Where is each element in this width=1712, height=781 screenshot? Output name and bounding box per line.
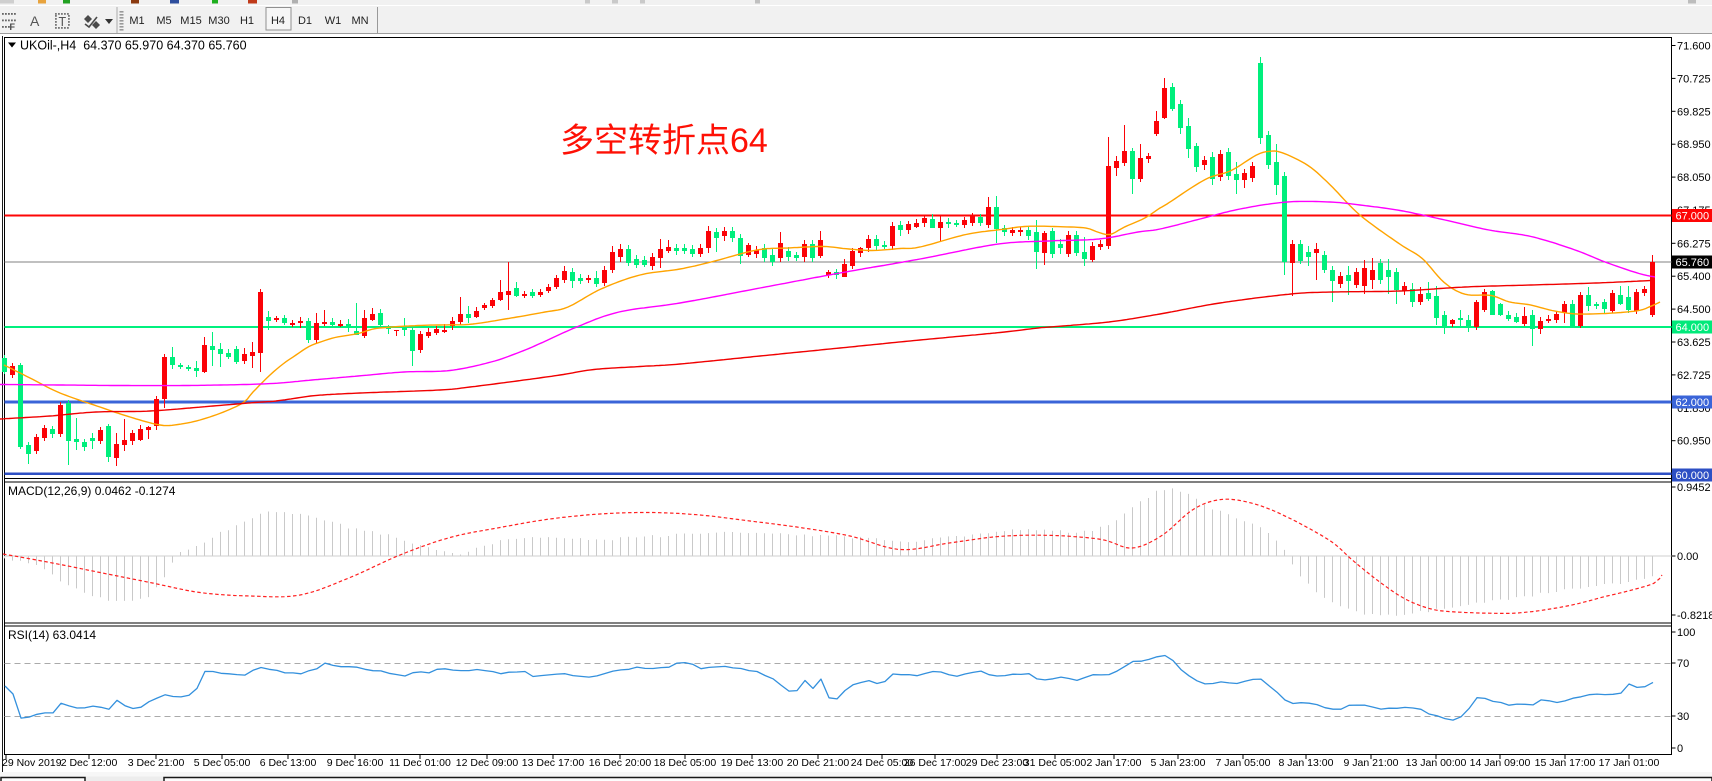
svg-text:26 Dec 17:00: 26 Dec 17:00 xyxy=(904,757,967,769)
svg-text:M5: M5 xyxy=(156,15,171,27)
svg-text:65.400: 65.400 xyxy=(1677,271,1711,283)
svg-text:3 Dec 21:00: 3 Dec 21:00 xyxy=(128,757,185,769)
svg-text:62.725: 62.725 xyxy=(1677,370,1711,382)
svg-text:29 Nov 2019: 29 Nov 2019 xyxy=(2,757,62,769)
svg-text:0.00: 0.00 xyxy=(1677,551,1698,563)
svg-text:MN: MN xyxy=(351,15,368,27)
svg-text:9 Dec 16:00: 9 Dec 16:00 xyxy=(327,757,384,769)
svg-text:64.500: 64.500 xyxy=(1677,304,1711,316)
svg-text:20 Dec 21:00: 20 Dec 21:00 xyxy=(787,757,850,769)
svg-text:15 Jan 17:00: 15 Jan 17:00 xyxy=(1535,757,1596,769)
svg-text:70: 70 xyxy=(1677,658,1689,670)
svg-text:M30: M30 xyxy=(208,15,229,27)
svg-text:17 Jan 01:00: 17 Jan 01:00 xyxy=(1599,757,1660,769)
svg-text:T: T xyxy=(59,15,67,29)
svg-text:M1: M1 xyxy=(129,15,144,27)
svg-text:2 Jan 17:00: 2 Jan 17:00 xyxy=(1087,757,1142,769)
svg-text:-0.8218: -0.8218 xyxy=(1677,610,1712,622)
svg-text:5 Jan 23:00: 5 Jan 23:00 xyxy=(1151,757,1206,769)
svg-text:31 Dec 05:00: 31 Dec 05:00 xyxy=(1024,757,1087,769)
svg-text:13 Dec 17:00: 13 Dec 17:00 xyxy=(522,757,585,769)
svg-text:66.275: 66.275 xyxy=(1677,238,1711,250)
svg-text:62.000: 62.000 xyxy=(1676,397,1710,409)
svg-text:5 Dec 05:00: 5 Dec 05:00 xyxy=(194,757,251,769)
svg-text:W1: W1 xyxy=(325,15,342,27)
svg-text:11 Dec 01:00: 11 Dec 01:00 xyxy=(389,757,451,769)
svg-text:64.000: 64.000 xyxy=(1676,322,1710,334)
svg-text:7 Jan 05:00: 7 Jan 05:00 xyxy=(1216,757,1271,769)
svg-text:12 Dec 09:00: 12 Dec 09:00 xyxy=(456,757,519,769)
svg-text:24 Dec 05:00: 24 Dec 05:00 xyxy=(851,757,914,769)
svg-text:68.950: 68.950 xyxy=(1677,139,1711,151)
svg-text:M15: M15 xyxy=(180,15,201,27)
svg-text:71.600: 71.600 xyxy=(1677,41,1711,53)
svg-text:19 Dec 13:00: 19 Dec 13:00 xyxy=(721,757,784,769)
svg-text:60.000: 60.000 xyxy=(1676,470,1710,482)
svg-text:16 Dec 20:00: 16 Dec 20:00 xyxy=(589,757,652,769)
svg-text:H4: H4 xyxy=(271,15,285,27)
svg-text:18 Dec 05:00: 18 Dec 05:00 xyxy=(654,757,717,769)
svg-text:F: F xyxy=(10,22,16,32)
svg-text:63.625: 63.625 xyxy=(1677,337,1711,349)
svg-text:A: A xyxy=(30,13,40,29)
svg-text:6 Dec 13:00: 6 Dec 13:00 xyxy=(260,757,317,769)
svg-text:13 Jan 00:00: 13 Jan 00:00 xyxy=(1406,757,1467,769)
svg-text:MACD(12,26,9) 0.0462 -0.1274: MACD(12,26,9) 0.0462 -0.1274 xyxy=(8,484,176,498)
svg-text:29 Dec 23:00: 29 Dec 23:00 xyxy=(966,757,1029,769)
svg-text:100: 100 xyxy=(1677,627,1695,639)
svg-text:60.950: 60.950 xyxy=(1677,436,1711,448)
svg-text:68.050: 68.050 xyxy=(1677,172,1711,184)
svg-text:9 Jan 21:00: 9 Jan 21:00 xyxy=(1344,757,1399,769)
svg-text:H1: H1 xyxy=(240,15,254,27)
svg-text:D1: D1 xyxy=(298,15,312,27)
svg-text:14 Jan 09:00: 14 Jan 09:00 xyxy=(1470,757,1531,769)
svg-text:69.825: 69.825 xyxy=(1677,106,1711,118)
svg-text:64: 64 xyxy=(730,122,768,160)
svg-text:30: 30 xyxy=(1677,711,1689,723)
svg-text:0.9452: 0.9452 xyxy=(1677,482,1711,494)
svg-text:67.000: 67.000 xyxy=(1676,211,1710,223)
svg-text:8 Jan 13:00: 8 Jan 13:00 xyxy=(1279,757,1334,769)
svg-text:65.760: 65.760 xyxy=(1676,257,1710,269)
svg-text:0: 0 xyxy=(1677,743,1683,755)
svg-text:2 Dec 12:00: 2 Dec 12:00 xyxy=(61,757,118,769)
svg-text:70.725: 70.725 xyxy=(1677,73,1711,85)
svg-text:RSI(14) 63.0414: RSI(14) 63.0414 xyxy=(8,628,96,642)
svg-text:UKOil-,H4 64.370 65.970 64.37: UKOil-,H4 64.370 65.970 64.370 65.760 xyxy=(20,39,247,53)
